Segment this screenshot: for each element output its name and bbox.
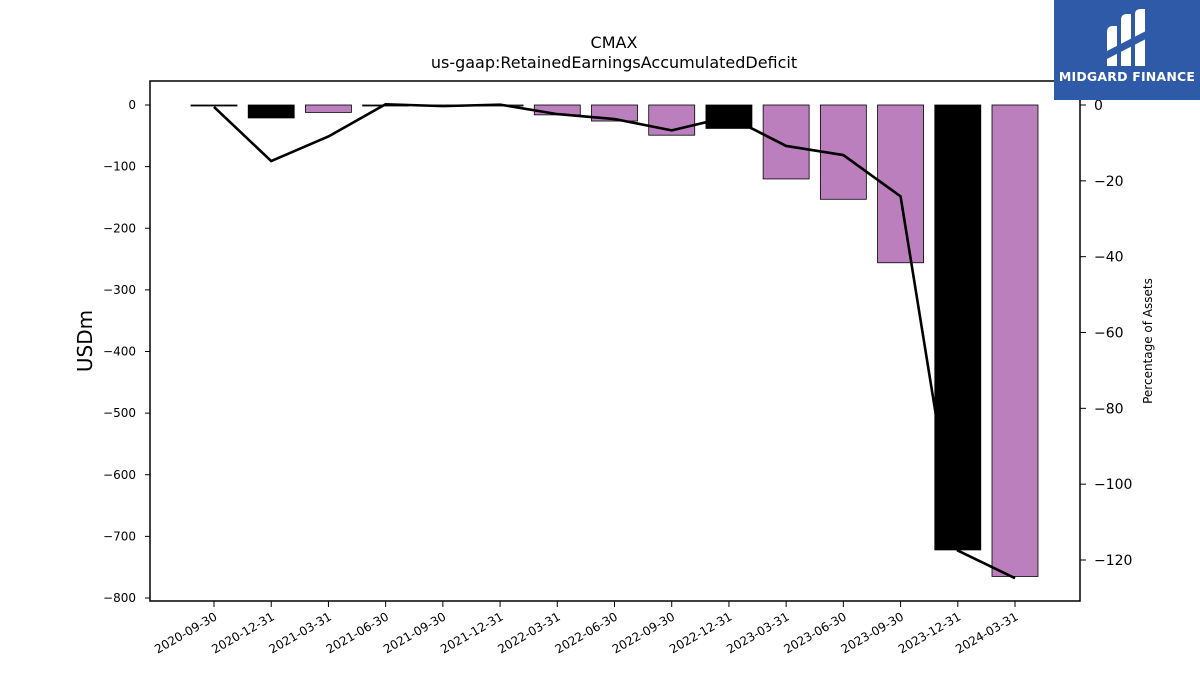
left-tick-label: −200 [103,221,136,235]
bar-2024-03-31 [991,104,1039,577]
x-tick-label: 2022-06-30 [553,609,620,656]
midgard-logo-icon [1105,9,1148,66]
left-tick-label: −700 [103,529,136,543]
x-tick-label: 2023-06-30 [781,609,848,656]
x-tick-label: 2021-12-31 [438,609,505,656]
left-tick-label: −400 [103,345,136,359]
x-tick-label: 2024-03-31 [953,609,1020,656]
right-axis-ticks: 0 −20 −40 −60 −80 −100 −120 [1080,98,1132,569]
x-tick-label: 2023-03-31 [724,609,791,656]
bar-2023-12-31 [934,104,982,551]
bar-2020-12-31 [247,104,295,119]
left-tick-label: −800 [103,591,136,605]
logo-text: MIDGARD FINANCE [1058,69,1196,84]
x-tick-label: 2021-03-31 [267,609,334,656]
right-tick-label: −40 [1094,250,1124,266]
percentage-line [213,102,1016,580]
x-axis-ticks: 2020-09-302020-12-312021-03-312021-06-30… [152,601,1021,656]
left-tick-label: −100 [103,160,136,174]
left-axis-ticks: 0 −100 −200 −300 −400 −500 −600 −700 −800 [103,98,150,605]
right-tick-label: −60 [1094,326,1124,342]
chart-subtitle: us-gaap:RetainedEarningsAccumulatedDefic… [431,53,797,72]
left-tick-label: 0 [128,98,136,112]
x-tick-label: 2020-09-30 [152,609,219,656]
bars-group [190,104,1039,577]
bar-2021-03-31 [305,104,352,113]
x-tick-label: 2023-09-30 [839,609,906,656]
x-tick-label: 2022-03-31 [495,609,562,656]
line-group [213,102,1016,580]
x-tick-label: 2022-12-31 [667,609,734,656]
x-tick-label: 2021-09-30 [381,609,448,656]
left-tick-label: −600 [103,468,136,482]
x-tick-label: 2022-09-30 [610,609,677,656]
x-tick-label: 2023-12-31 [896,609,963,656]
y-axis-label: USDm [73,310,97,372]
bar-2020-09-30 [190,104,238,107]
x-tick-label: 2020-12-31 [209,609,276,656]
y2-axis-label: Percentage of Assets [1141,278,1155,404]
brand-logo: MIDGARD FINANCE [1054,0,1200,100]
bar-2023-03-31 [762,104,810,180]
right-tick-label: −80 [1094,401,1124,417]
right-tick-label: −100 [1094,477,1132,493]
right-tick-label: −120 [1094,553,1132,569]
x-tick-label: 2021-06-30 [324,609,391,656]
right-tick-label: 0 [1094,98,1103,114]
chart-title: CMAX [591,33,638,52]
left-tick-label: −300 [103,283,136,297]
left-tick-label: −500 [103,406,136,420]
right-tick-label: −20 [1094,174,1124,190]
